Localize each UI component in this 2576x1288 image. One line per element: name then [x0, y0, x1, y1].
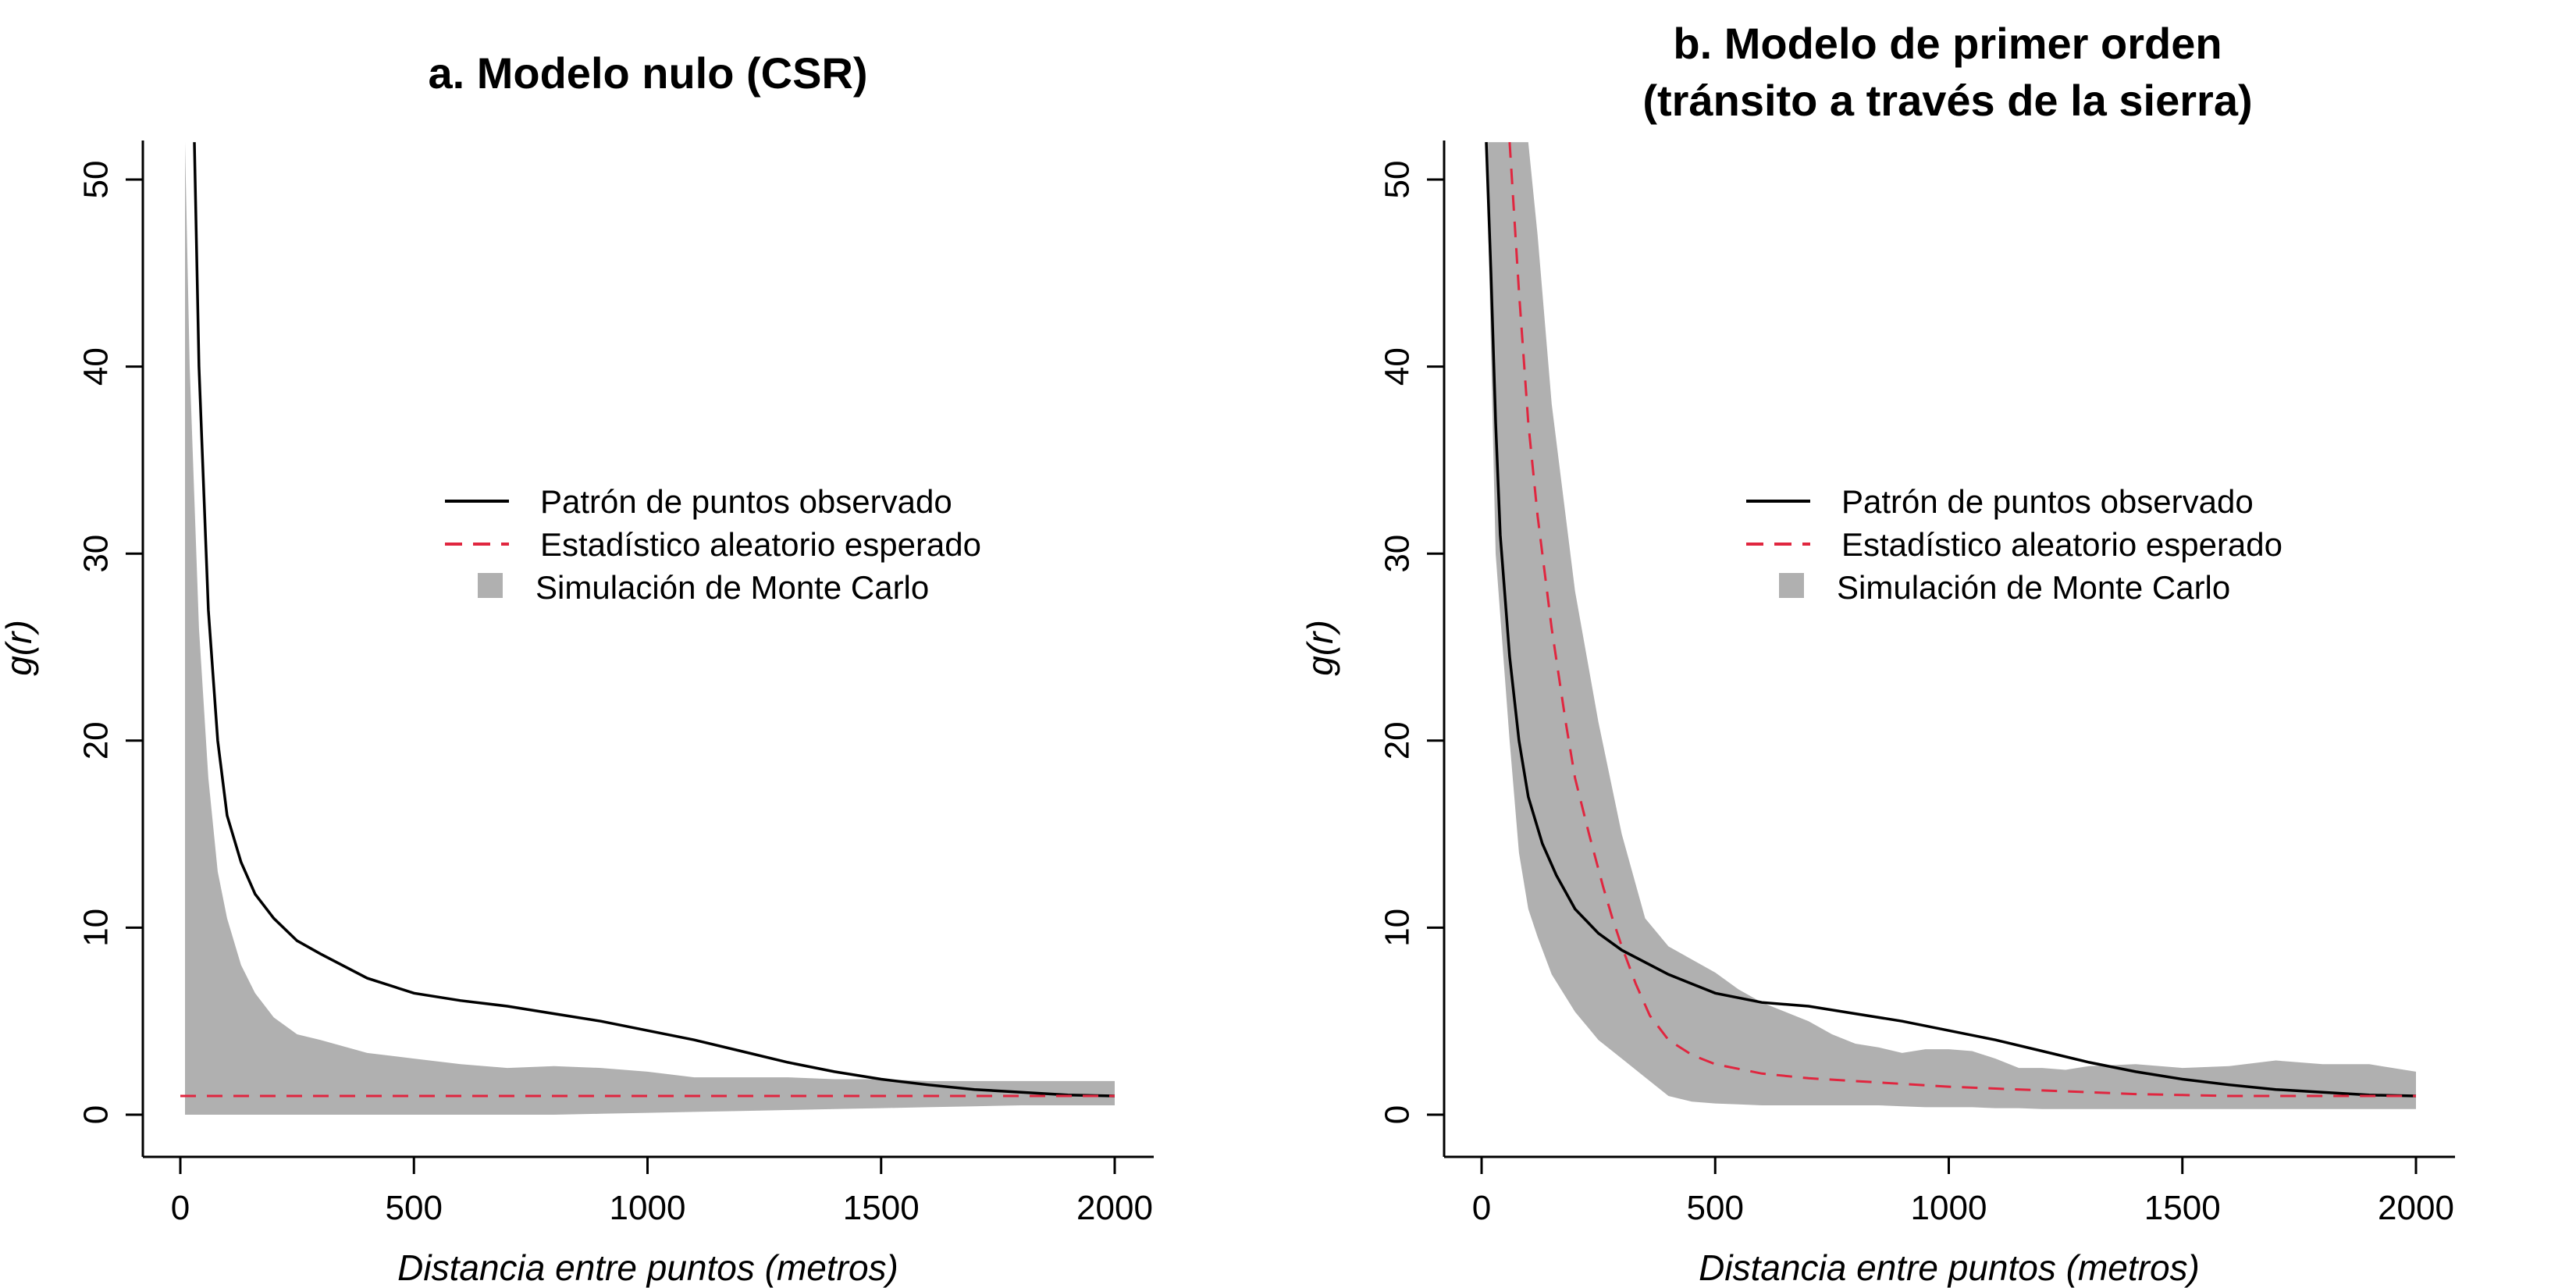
panel-a-legend: Patrón de puntos observado Estadístico a… [445, 483, 981, 606]
panel-b: b. Modelo de primer orden (tránsito a tr… [1300, 19, 2455, 1288]
panel-b-title-line-1: b. Modelo de primer orden [1673, 19, 2222, 68]
panel-b-montecarlo-envelope [1486, 142, 2416, 1109]
panel-b-legend: Patrón de puntos observado Estadístico a… [1746, 483, 2282, 606]
panel-a-y-tick-label-50: 50 [77, 161, 116, 199]
panel-a-legend-montecarlo-label: Simulación de Monte Carlo [535, 569, 929, 606]
panel-a-legend-band-key [478, 573, 503, 598]
panel-a-x-tick-label-500: 500 [386, 1189, 443, 1227]
panel-a-y-tick-label-20: 20 [77, 721, 116, 760]
panel-b-series-layer [1485, 142, 2417, 1098]
panel-b-legend-expected-label: Estadístico aleatorio esperado [1841, 526, 2282, 563]
panel-a-x-ticks: 0 500 1000 1500 2000 [171, 1157, 1153, 1227]
panel-b-x-tick-label-0: 0 [1472, 1189, 1491, 1227]
panel-a-envelope-layer [185, 142, 1115, 1115]
panel-b-y-tick-label-40: 40 [1379, 347, 1417, 386]
panel-a-x-axis-label: Distancia entre puntos (metros) [397, 1247, 898, 1288]
panel-a-montecarlo-envelope [185, 142, 1115, 1115]
panel-b-y-tick-label-10: 10 [1379, 909, 1417, 947]
panel-b-y-tick-label-0: 0 [1379, 1105, 1417, 1124]
panel-a-legend-expected-label: Estadístico aleatorio esperado [540, 526, 981, 563]
panel-a-y-tick-label-30: 30 [77, 535, 116, 573]
panel-a-y-tick-label-10: 10 [77, 909, 116, 947]
panel-b-x-tick-label-500: 500 [1687, 1189, 1744, 1227]
panel-b-legend-band-key [1779, 573, 1804, 598]
panel-b-x-tick-label-1500: 1500 [2144, 1189, 2221, 1227]
panel-a-x-tick-label-1500: 1500 [843, 1189, 920, 1227]
panel-a-y-ticks: 0 10 20 30 40 50 [77, 161, 143, 1124]
panel-b-y-ticks: 0 10 20 30 40 50 [1379, 161, 1444, 1124]
panel-a-y-tick-label-0: 0 [77, 1105, 116, 1124]
panel-b-envelope-layer [1486, 142, 2416, 1109]
panel-b-expected-line [1508, 142, 2416, 1098]
panel-a: a. Modelo nulo (CSR) 0 500 1000 1500 2000 0 1… [0, 48, 1154, 1288]
panel-a-y-tick-label-40: 40 [77, 347, 116, 386]
panel-b-x-ticks: 0 500 1000 1500 2000 [1472, 1157, 2454, 1227]
panel-b-legend-montecarlo-label: Simulación de Monte Carlo [1837, 569, 2230, 606]
panel-b-y-tick-label-30: 30 [1379, 535, 1417, 573]
panel-a-observed-line [193, 142, 1115, 1098]
panel-b-y-tick-label-20: 20 [1379, 721, 1417, 760]
panel-a-x-tick-label-1000: 1000 [610, 1189, 686, 1227]
panel-b-y-axis-label: g(r) [1300, 620, 1340, 676]
panel-b-x-tick-label-1000: 1000 [1911, 1189, 1987, 1227]
panel-a-title-line-1: a. Modelo nulo (CSR) [428, 48, 867, 98]
panel-b-y-tick-label-50: 50 [1379, 161, 1417, 199]
panel-a-y-axis-label: g(r) [0, 620, 39, 676]
panel-a-x-tick-label-2000: 2000 [1076, 1189, 1153, 1227]
panel-b-legend-observed-label: Patrón de puntos observado [1841, 483, 2254, 520]
panel-b-x-axis-label: Distancia entre puntos (metros) [1699, 1247, 2200, 1288]
panel-a-legend-observed-label: Patrón de puntos observado [540, 483, 952, 520]
panel-a-x-tick-label-0: 0 [171, 1189, 190, 1227]
panel-a-series-layer [180, 142, 1115, 1098]
panel-b-observed-line [1485, 142, 2417, 1098]
panel-b-x-tick-label-2000: 2000 [2378, 1189, 2454, 1227]
panel-b-title-line-2: (tránsito a través de la sierra) [1642, 76, 2252, 125]
